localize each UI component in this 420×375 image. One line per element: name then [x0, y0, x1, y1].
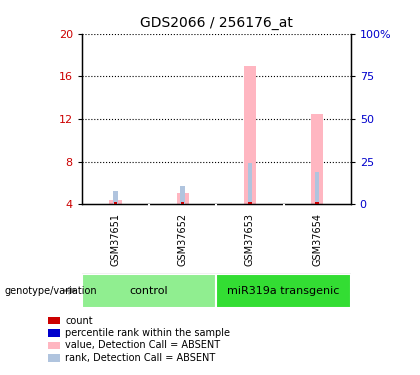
Text: percentile rank within the sample: percentile rank within the sample [65, 328, 230, 338]
Text: value, Detection Call = ABSENT: value, Detection Call = ABSENT [65, 340, 220, 350]
Title: GDS2066 / 256176_at: GDS2066 / 256176_at [140, 16, 293, 30]
Bar [82, 274, 216, 308]
Bar [244, 66, 256, 204]
Bar [315, 172, 320, 204]
Bar [247, 163, 252, 204]
Bar [177, 193, 189, 204]
Bar [181, 202, 184, 204]
Text: GSM37651: GSM37651 [110, 213, 121, 266]
Text: GSM37654: GSM37654 [312, 213, 322, 266]
Text: control: control [130, 286, 168, 296]
Bar [180, 186, 185, 204]
Text: count: count [65, 316, 93, 326]
Bar [248, 202, 252, 204]
Bar [216, 274, 351, 308]
Bar [114, 202, 117, 204]
Bar [113, 190, 118, 204]
Text: GSM37653: GSM37653 [245, 213, 255, 266]
Text: miR319a transgenic: miR319a transgenic [227, 286, 340, 296]
Text: genotype/variation: genotype/variation [4, 286, 97, 296]
Bar [315, 202, 319, 204]
Bar [110, 200, 121, 204]
Text: GSM37652: GSM37652 [178, 213, 188, 266]
Text: rank, Detection Call = ABSENT: rank, Detection Call = ABSENT [65, 353, 215, 363]
Bar [311, 114, 323, 204]
